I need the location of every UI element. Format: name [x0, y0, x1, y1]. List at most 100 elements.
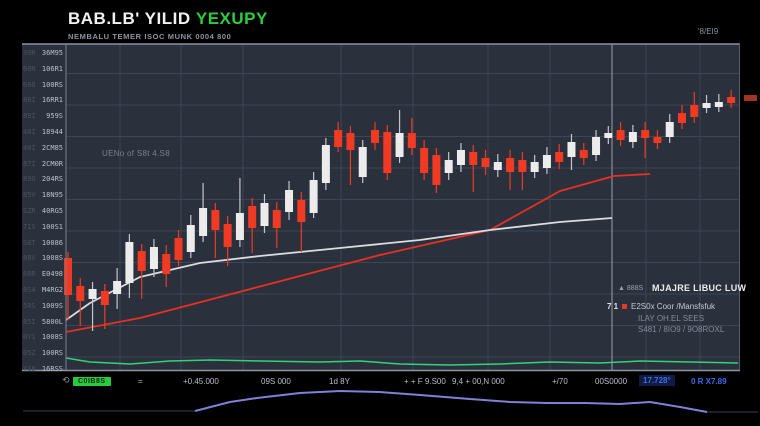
- price-axis-label-secondary: 50S0: [23, 301, 36, 310]
- candle-down: [616, 130, 625, 140]
- price-axis-label-secondary: 05Z0: [23, 349, 36, 358]
- change-value: 0 R X7.89: [691, 377, 727, 386]
- candle-up: [260, 203, 269, 226]
- price-axis-label-secondary: 88I01: [23, 96, 36, 105]
- baseline-green-line: [65, 357, 739, 366]
- candle-up: [125, 242, 134, 283]
- ma-white-line: [65, 217, 613, 321]
- price-axis-label-secondary: 87I81: [23, 159, 36, 168]
- candle-down: [518, 160, 527, 172]
- candle-up: [186, 225, 195, 252]
- symbol-title-accent: YEXUPY: [195, 9, 268, 28]
- annotation-row4: S481 / 8IO9 / 9O8ROXL: [638, 325, 725, 334]
- statusbar-value-1: +0.45.000: [183, 377, 219, 386]
- candle-down: [100, 291, 109, 305]
- price-axis-label-secondary: S0T0: [23, 238, 36, 247]
- price-axis-label-secondary: 85V00: [23, 191, 36, 200]
- candle-up: [235, 213, 244, 240]
- symbol-title: BAB.LB' YILID YEXUPY: [68, 9, 268, 29]
- candle-down: [641, 130, 650, 138]
- symbol-title-main: BAB.LB' YILID: [68, 9, 191, 28]
- candle-up: [321, 145, 330, 183]
- symbol-subtitle: NEMBALU TEMER ISOC MUNK 0004 800: [68, 32, 232, 41]
- candle-down: [690, 105, 699, 117]
- alert-marker-label: ▲ 888S: [618, 285, 644, 292]
- statusbar-value-6: 00S0000: [595, 377, 628, 386]
- price-axis-label-secondary: 0Y18: [23, 333, 36, 342]
- price-axis-label-secondary: 8S40: [23, 286, 36, 294]
- price-axis-label-secondary: 40I08: [23, 143, 36, 152]
- price-axis-label: 2CM0R: [41, 159, 63, 168]
- price-axis-label: 100RS: [41, 349, 63, 358]
- price-axis-label-secondary: 71S0: [23, 222, 36, 231]
- candle-down: [211, 210, 220, 230]
- candle-down: [64, 258, 72, 295]
- chart-plot-area[interactable]: [22, 44, 740, 370]
- candle-down: [272, 210, 281, 228]
- candle-down: [223, 224, 232, 247]
- candle-down: [248, 206, 257, 228]
- price-axis-label: 18N95: [41, 191, 63, 200]
- price-axis-label: 16RSS: [41, 365, 63, 373]
- status-badge[interactable]: C0IB8S: [73, 377, 111, 386]
- candle-down: [383, 132, 392, 173]
- candle-up: [542, 155, 551, 168]
- candle-up: [530, 162, 539, 172]
- price-axis-label-secondary: 6085: [23, 80, 36, 89]
- price-axis-label-secondary: 48I01: [23, 128, 36, 136]
- last-price-marker: [744, 95, 757, 101]
- candle-down: [469, 152, 478, 165]
- price-axis-label: 36M95: [41, 49, 63, 57]
- study-label: UENo of S8t 4.S8: [102, 149, 170, 158]
- price-axis-label: M4RG2: [41, 286, 63, 294]
- price-axis-label-secondary: 89O0: [23, 175, 36, 184]
- candle-up: [665, 122, 674, 137]
- price-axis-label-secondary: 60R8: [23, 270, 36, 279]
- timeframe-label[interactable]: 1d 8Y: [329, 377, 350, 386]
- selected-price-box[interactable]: 17.728°: [639, 375, 675, 386]
- candle-down: [420, 148, 429, 173]
- price-axis-label: 1008S: [41, 254, 63, 263]
- price-axis-label: 204RS: [41, 175, 63, 184]
- candle-up: [456, 150, 465, 165]
- candle-up: [395, 133, 404, 157]
- candle-up: [199, 208, 208, 236]
- annotation-row2: E2S0x Coor /Mansfsfuk: [631, 302, 716, 311]
- statusbar-value-4: 9,4 + 00,N 000: [452, 377, 505, 386]
- red-square-icon: [622, 304, 627, 309]
- price-axis-label-secondary: 30R9: [23, 49, 36, 57]
- candles: [64, 90, 736, 331]
- price-axis-label-secondary: Y180: [23, 365, 36, 373]
- candle-down: [481, 158, 490, 167]
- candle-down: [579, 150, 588, 158]
- candle-up: [567, 142, 576, 157]
- candle-up: [149, 247, 158, 269]
- candle-down: [334, 130, 343, 147]
- price-axis-label-secondary: 88V0: [23, 254, 36, 263]
- candle-down: [371, 130, 379, 143]
- candle-down: [727, 97, 736, 103]
- price-axis-label-secondary: SZR5: [23, 207, 36, 215]
- price-axis-label: 1009S: [41, 301, 63, 310]
- ma-red-line: [65, 173, 651, 333]
- refresh-icon[interactable]: ⟲: [62, 375, 70, 385]
- statusbar-value-5: +/70: [552, 377, 568, 386]
- statusbar-value-3: + + F 9.S00: [404, 377, 446, 386]
- candle-down: [162, 254, 171, 274]
- candle-down: [76, 286, 85, 301]
- candle-down: [346, 133, 355, 150]
- corner-page-indicator: '8/EI9: [698, 27, 719, 36]
- price-axis-label-secondary: 85I85: [23, 317, 36, 326]
- candle-up: [113, 281, 122, 294]
- candle-up: [309, 180, 318, 213]
- dash-icon[interactable]: =: [138, 377, 143, 386]
- candle-down: [678, 113, 686, 123]
- candle-down: [174, 238, 183, 260]
- candle-up: [628, 132, 637, 142]
- annotation-row3: ILAY OH.EL SEES: [638, 314, 705, 323]
- candle-up: [285, 190, 294, 212]
- price-axis-label: 2CM85: [41, 143, 63, 152]
- candle-down: [506, 158, 515, 172]
